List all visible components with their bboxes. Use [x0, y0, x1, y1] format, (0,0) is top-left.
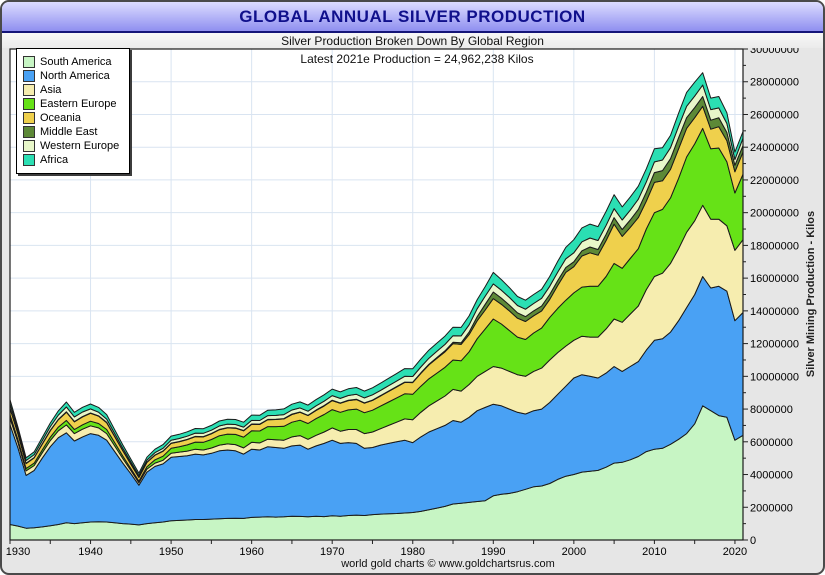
legend-item-western_europe: Western Europe [23, 139, 119, 153]
subtitle-bar: Silver Production Broken Down By Global … [2, 33, 823, 48]
y-tick-label-28000000: 28000000 [750, 77, 799, 89]
x-tick-label-1990: 1990 [481, 546, 505, 558]
y-tick-label-22000000: 22000000 [750, 175, 799, 187]
legend-item-eastern_europe: Eastern Europe [23, 97, 119, 111]
legend-label-eastern_europe: Eastern Europe [40, 98, 117, 110]
legend-swatch-africa [23, 154, 35, 166]
y-tick-label-18000000: 18000000 [750, 240, 799, 252]
y-tick-label-4000000: 4000000 [750, 470, 793, 482]
legend-label-asia: Asia [40, 84, 62, 96]
legend-label-africa: Africa [40, 154, 69, 166]
legend: South America North America Asia Eastern Eu… [16, 48, 131, 174]
legend-item-middle_east: Middle East [23, 125, 119, 139]
x-tick-label-1970: 1970 [320, 546, 344, 558]
legend-swatch-south_america [23, 56, 35, 68]
x-tick-label-2020: 2020 [723, 546, 747, 558]
y-tick-label-26000000: 26000000 [750, 109, 799, 121]
title-bar: GLOBAL ANNUAL SILVER PRODUCTION [2, 2, 823, 33]
legend-label-oceania: Oceania [40, 112, 81, 124]
legend-item-africa: Africa [23, 153, 119, 167]
legend-label-middle_east: Middle East [40, 126, 98, 138]
x-tick-label-2000: 2000 [562, 546, 586, 558]
y-tick-label-24000000: 24000000 [750, 142, 799, 154]
y-tick-label-16000000: 16000000 [750, 273, 799, 285]
legend-item-south_america: South America [23, 55, 119, 69]
y-tick-label-20000000: 20000000 [750, 208, 799, 220]
chart-title: GLOBAL ANNUAL SILVER PRODUCTION [239, 6, 586, 26]
y-tick-label-8000000: 8000000 [750, 404, 793, 416]
legend-label-south_america: South America [40, 56, 112, 68]
legend-label-western_europe: Western Europe [40, 140, 120, 152]
legend-swatch-asia [23, 84, 35, 96]
legend-item-asia: Asia [23, 83, 119, 97]
legend-swatch-eastern_europe [23, 98, 35, 110]
y-tick-label-2000000: 2000000 [750, 502, 793, 514]
legend-swatch-north_america [23, 70, 35, 82]
y-axis-title: Silver Mining Production - Kilos [805, 211, 817, 377]
production-annotation: Latest 2021e Production = 24,962,238 Kil… [300, 52, 534, 66]
legend-label-north_america: North America [40, 70, 110, 82]
x-tick-label-1960: 1960 [239, 546, 263, 558]
legend-item-oceania: Oceania [23, 111, 119, 125]
y-tick-label-0: 0 [750, 535, 756, 547]
x-tick-label-1950: 1950 [159, 546, 183, 558]
legend-item-north_america: North America [23, 69, 119, 83]
x-tick-label-2010: 2010 [642, 546, 666, 558]
chart-subtitle: Silver Production Broken Down By Global … [281, 33, 544, 48]
y-tick-label-10000000: 10000000 [750, 371, 799, 383]
legend-swatch-oceania [23, 112, 35, 124]
legend-swatch-middle_east [23, 126, 35, 138]
y-tick-label-14000000: 14000000 [750, 306, 799, 318]
footer-credit: world gold charts © www.goldchartsrus.co… [341, 558, 555, 570]
x-tick-label-1980: 1980 [401, 546, 425, 558]
legend-swatch-western_europe [23, 140, 35, 152]
y-tick-label-12000000: 12000000 [750, 339, 799, 351]
y-tick-label-6000000: 6000000 [750, 437, 793, 449]
x-tick-label-1930: 1930 [6, 546, 30, 558]
x-tick-label-1940: 1940 [78, 546, 102, 558]
